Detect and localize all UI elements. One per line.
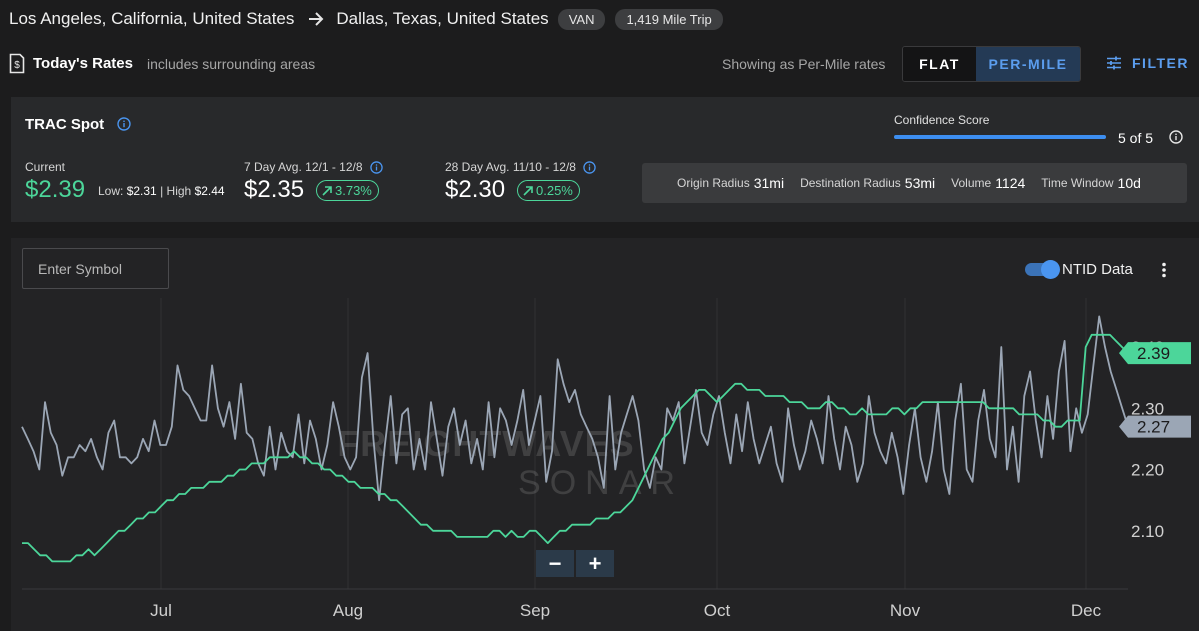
series-line-gray bbox=[21, 315, 1129, 502]
x-tick-label: Jul bbox=[150, 601, 172, 620]
origin-radius-label: Origin Radius bbox=[677, 176, 750, 190]
zoom-in-button[interactable]: + bbox=[576, 550, 614, 577]
trend-up-icon bbox=[322, 185, 332, 196]
end-label-text: 2.39 bbox=[1137, 344, 1170, 363]
avg7-label-text: 7 Day Avg. 12/1 - 12/8 bbox=[244, 160, 363, 174]
confidence-score-label: Confidence Score bbox=[894, 113, 990, 127]
avg7-value: $2.35 bbox=[244, 176, 305, 203]
ntid-data-label: NTID Data bbox=[1062, 261, 1133, 278]
x-tick-label: Sep bbox=[520, 601, 550, 620]
confidence-score-value: 5 of 5 bbox=[1118, 130, 1154, 146]
chart-grid bbox=[22, 298, 1128, 590]
avg7-label: 7 Day Avg. 12/1 - 12/8 bbox=[244, 160, 383, 175]
zoom-controls: − + bbox=[536, 550, 614, 577]
chart-lines bbox=[21, 315, 1129, 563]
watermark: FREIGHTWAVES SONAR bbox=[337, 423, 675, 502]
end-value-labels: 2.39 2.27 bbox=[1119, 342, 1191, 438]
x-tick-label: Dec bbox=[1071, 601, 1102, 620]
rate-chart[interactable]: FREIGHTWAVES SONAR 2.102.202.302.40 JulA… bbox=[11, 238, 1199, 631]
toggle-knob bbox=[1041, 260, 1060, 279]
ntid-data-toggle[interactable] bbox=[1025, 260, 1060, 279]
y-tick-label: 2.30 bbox=[1131, 399, 1164, 418]
x-tick-label: Oct bbox=[704, 601, 731, 620]
trac-spot-title: TRAC Spot bbox=[25, 116, 105, 133]
series-line-green bbox=[22, 333, 1129, 563]
avg28-change-value: 0.25% bbox=[536, 183, 573, 198]
destination-city[interactable]: Dallas, Texas, United States bbox=[336, 9, 549, 28]
trend-up-icon bbox=[523, 185, 533, 196]
arrow-right-icon bbox=[308, 12, 324, 26]
destination-radius-value: 53mi bbox=[904, 175, 936, 191]
info-icon[interactable] bbox=[370, 161, 383, 175]
y-tick-label: 2.20 bbox=[1131, 461, 1164, 480]
zoom-out-button[interactable]: − bbox=[536, 550, 574, 577]
end-label-gray: 2.27 bbox=[1119, 415, 1191, 438]
sliders-icon bbox=[1107, 56, 1121, 70]
flat-button[interactable]: FLAT bbox=[903, 47, 976, 81]
high-label: High bbox=[166, 184, 192, 198]
chart-panel: FREIGHTWAVES SONAR 2.102.202.302.40 JulA… bbox=[11, 238, 1199, 631]
end-label-green: 2.39 bbox=[1119, 342, 1191, 365]
equipment-badge: VAN bbox=[557, 8, 606, 30]
avg28-label-text: 28 Day Avg. 11/10 - 12/8 bbox=[445, 160, 576, 174]
rates-bar: $ Today's Rates includes surrounding are… bbox=[0, 40, 1199, 86]
info-icon[interactable] bbox=[583, 161, 597, 175]
current-label: Current bbox=[25, 160, 66, 174]
origin-city[interactable]: Los Angeles, California, United States bbox=[9, 9, 295, 28]
end-label-tag bbox=[1119, 342, 1191, 365]
avg28-change-badge: 0.25% bbox=[517, 180, 580, 201]
x-axis-labels: Jul Aug Sep Oct Nov Dec bbox=[150, 601, 1101, 620]
per-mile-button[interactable]: PER-MILE bbox=[976, 47, 1080, 81]
lane-parameters: Origin Radius 31mi Destination Radius 53… bbox=[642, 163, 1187, 203]
lane-bar: Los Angeles, California, United States D… bbox=[0, 0, 1199, 38]
info-icon[interactable] bbox=[117, 117, 131, 136]
destination-radius-label: Destination Radius bbox=[800, 176, 901, 190]
info-circle-icon[interactable] bbox=[1169, 130, 1183, 149]
origin-radius-value: 31mi bbox=[753, 175, 785, 191]
high-value: $2.44 bbox=[194, 184, 225, 198]
x-tick-label: Aug bbox=[333, 601, 363, 620]
confidence-score-bar bbox=[894, 135, 1106, 139]
time-window-label: Time Window bbox=[1041, 176, 1114, 190]
x-tick-label: Nov bbox=[890, 601, 921, 620]
range-divider: | bbox=[160, 184, 167, 198]
volume-value: 1124 bbox=[995, 175, 1026, 191]
time-window-value: 10d bbox=[1117, 175, 1141, 191]
current-rate: $2.39 bbox=[25, 176, 86, 203]
end-label-text: 2.27 bbox=[1137, 418, 1170, 437]
filter-button[interactable]: FILTER bbox=[1106, 55, 1189, 71]
avg28-value: $2.30 bbox=[445, 176, 506, 203]
low-label: Low: bbox=[98, 184, 124, 198]
symbol-search-input[interactable] bbox=[22, 248, 169, 289]
filter-label: FILTER bbox=[1132, 55, 1189, 71]
confidence-score-fill bbox=[894, 135, 1106, 139]
avg7-change-value: 3.73% bbox=[335, 183, 372, 198]
receipt-dollar-icon: $ bbox=[9, 53, 25, 79]
y-tick-label: 2.10 bbox=[1131, 522, 1164, 541]
avg7-change-badge: 3.73% bbox=[316, 180, 379, 201]
svg-text:$: $ bbox=[14, 60, 20, 71]
volume-label: Volume bbox=[951, 176, 992, 190]
rate-mode-toggle: FLAT PER-MILE bbox=[902, 46, 1081, 82]
page-title: Today's Rates bbox=[33, 55, 133, 72]
rate-mode-caption: Showing as Per-Mile rates bbox=[722, 56, 886, 72]
page-subtitle: includes surrounding areas bbox=[147, 56, 316, 72]
y-axis-labels: 2.102.202.302.40 bbox=[1131, 338, 1164, 541]
low-high-range: Low: $2.31 | High $2.44 bbox=[98, 184, 225, 198]
trip-distance-badge: 1,419 Mile Trip bbox=[615, 8, 723, 30]
end-label-tag bbox=[1119, 415, 1191, 438]
low-value: $2.31 bbox=[126, 184, 157, 198]
avg28-label: 28 Day Avg. 11/10 - 12/8 bbox=[445, 160, 597, 175]
more-vertical-icon[interactable] bbox=[1161, 262, 1167, 283]
trac-spot-card: TRAC Spot Confidence Score 5 of 5 Curren… bbox=[11, 97, 1199, 222]
